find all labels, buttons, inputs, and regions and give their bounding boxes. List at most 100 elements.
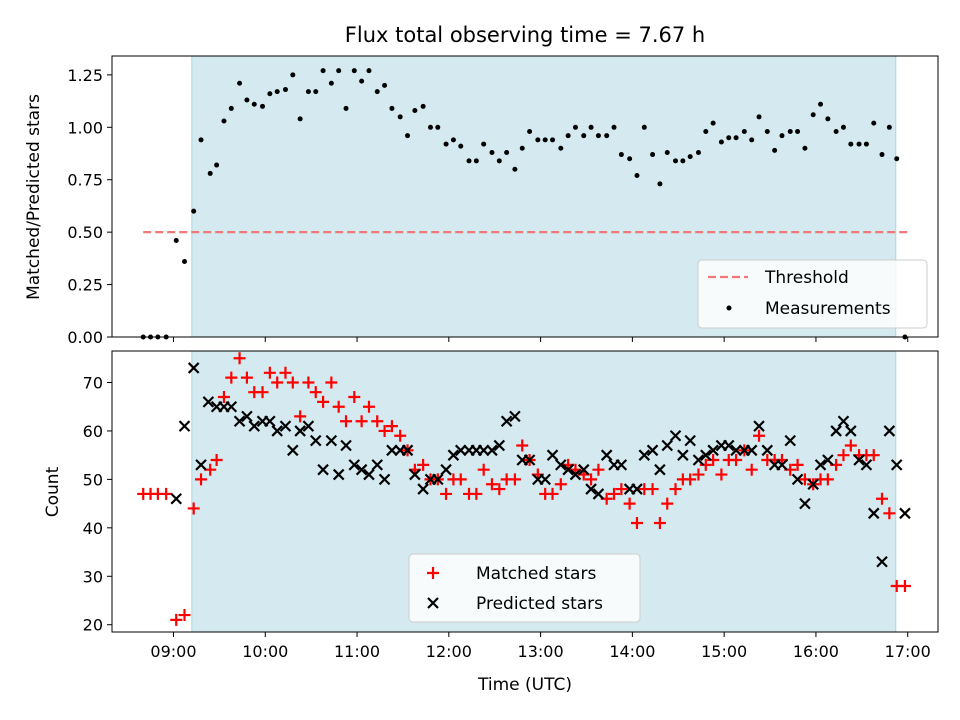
predicted-star-point — [677, 449, 689, 461]
predicted-star-point — [447, 449, 460, 461]
matched-star-point — [187, 502, 200, 515]
bottom-ytick-label: 20 — [83, 616, 103, 635]
predicted-star-point — [509, 410, 521, 423]
matched-star-point — [233, 352, 246, 365]
measurement-point — [466, 158, 472, 164]
matched-star-point — [394, 429, 407, 442]
predicted-star-point — [355, 463, 368, 476]
predicted-star-point — [170, 492, 183, 505]
top-ytick-label: 0.50 — [67, 223, 103, 242]
measurement-point — [336, 68, 342, 74]
predicted-star-point — [241, 410, 253, 423]
predicted-star-point — [432, 473, 444, 486]
predicted-star-point — [569, 468, 582, 481]
predicted-star-point — [195, 459, 207, 471]
matched-star-point — [791, 458, 804, 471]
matched-star-point — [195, 473, 208, 486]
predicted-star-point — [867, 507, 880, 520]
measurement-point — [641, 124, 647, 130]
legend-measurements-swatch — [726, 305, 732, 311]
matched-star-point — [170, 613, 183, 626]
top-ytick-label: 1.25 — [67, 66, 103, 85]
matched-star-point — [653, 516, 666, 529]
matched-star-point — [225, 371, 238, 384]
measurement-point — [833, 128, 839, 134]
bottom-ytick-label: 60 — [83, 422, 103, 441]
matched-star-point — [204, 463, 217, 476]
predicted-star-point — [500, 415, 513, 428]
bottom-ytick-label: 30 — [83, 567, 103, 586]
measurement-point — [611, 124, 617, 130]
measurement-point — [634, 173, 640, 179]
predicted-star-point — [378, 473, 391, 486]
matched-star-point — [217, 391, 230, 404]
predicted-star-point — [745, 444, 758, 457]
predicted-star-point — [899, 507, 911, 520]
measurement-point — [191, 208, 197, 214]
legend-matched-swatch — [427, 567, 439, 579]
predicted-star-point — [348, 459, 361, 471]
matched-star-point — [753, 429, 766, 442]
predicted-star-point — [248, 420, 261, 432]
matched-star-point — [355, 415, 368, 428]
predicted-star-point — [761, 444, 774, 457]
measurement-point — [848, 141, 854, 147]
measurement-point — [297, 116, 303, 122]
measurement-point — [481, 141, 487, 147]
measurement-point — [359, 78, 365, 84]
matched-star-point — [178, 609, 191, 622]
bottom-xtick-label: 10:00 — [242, 642, 288, 661]
predicted-star-point — [700, 449, 712, 461]
measurement-point — [535, 137, 541, 143]
predicted-star-point — [294, 425, 306, 437]
bottom-y-axis-label: Count — [43, 466, 63, 517]
measurement-point — [427, 124, 433, 130]
measurement-point — [527, 128, 533, 134]
matched-star-point — [325, 376, 338, 389]
bottom-xtick-label: 13:00 — [518, 642, 564, 661]
measurement-point — [512, 166, 518, 172]
matched-star-point — [821, 473, 834, 486]
predicted-star-point — [202, 396, 215, 408]
measurement-point — [818, 101, 824, 107]
top-ytick-label: 0.00 — [67, 328, 103, 347]
measurement-point — [412, 108, 418, 114]
measurement-point — [687, 154, 693, 160]
matched-star-point — [646, 483, 659, 496]
matched-star-point — [623, 497, 636, 510]
matched-star-point — [348, 391, 361, 404]
predicted-star-point — [523, 454, 536, 466]
predicted-star-point — [562, 463, 574, 476]
predicted-star-point — [539, 473, 551, 486]
predicted-star-point — [853, 454, 865, 466]
measurement-point — [695, 149, 701, 155]
matched-star-point — [454, 473, 467, 486]
predicted-star-point — [309, 434, 322, 447]
measurement-point — [173, 238, 179, 244]
predicted-star-point — [615, 459, 628, 471]
measurement-point — [274, 89, 280, 95]
predicted-star-point — [646, 444, 659, 457]
predicted-star-point — [860, 459, 873, 471]
measurement-point — [397, 114, 403, 120]
measurement-point — [550, 137, 556, 143]
measurement-point — [802, 145, 808, 151]
bottom-panel: 20 30 40 50 60 70 09:00 10:00 11:00 12:00 13:00 14… — [43, 350, 939, 695]
matched-star-point — [160, 487, 173, 500]
measurement-point — [572, 124, 578, 130]
measurement-point — [733, 135, 739, 141]
measurement-point — [627, 156, 633, 162]
measurement-point — [443, 141, 449, 147]
bottom-xtick-label: 09:00 — [150, 642, 196, 661]
bottom-legend-box — [408, 553, 641, 623]
predicted-star-point — [325, 434, 338, 447]
predicted-star-point — [845, 425, 857, 437]
measurement-point — [496, 158, 502, 164]
measurement-point — [856, 141, 862, 147]
x-axis-label: Time (UTC) — [477, 675, 572, 695]
predicted-star-point — [409, 468, 421, 481]
measurement-point — [749, 137, 755, 143]
measurement-point — [772, 147, 778, 153]
predicted-star-point — [585, 483, 597, 495]
predicted-star-point — [807, 478, 819, 491]
